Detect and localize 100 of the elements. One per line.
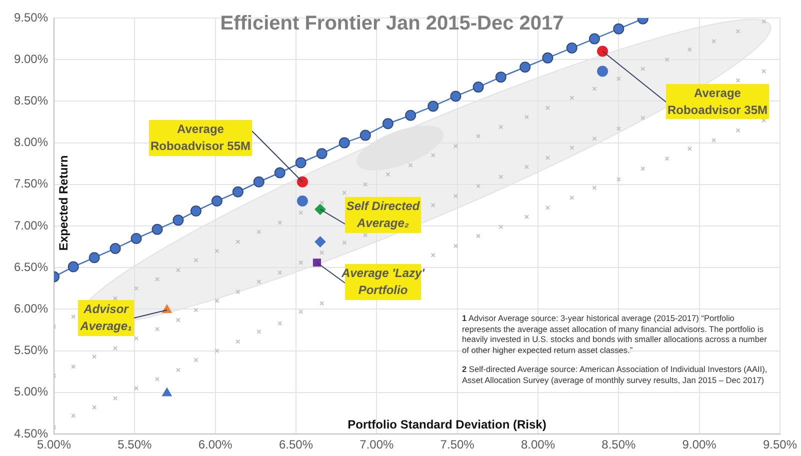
point (232, 186, 244, 198)
point (363, 232, 368, 238)
point (253, 176, 264, 188)
point (616, 177, 621, 182)
point (545, 205, 550, 210)
point (498, 124, 504, 130)
point (687, 146, 692, 151)
point (236, 240, 240, 244)
x-tick-label: 8.50% (602, 438, 636, 452)
annotation: 1 Advisor Average source: 3-year historical average (2015-2017) “Portfolio represents the average asset allocation of many financial advisors. The portfolio is heavily invested in U.S. stocks and bonds with smaller allocations across a number of other higher expected return asset classes.” (462, 313, 768, 355)
point (545, 156, 550, 160)
point (71, 413, 76, 418)
point (712, 138, 716, 143)
point (194, 258, 198, 262)
x-tick-label: 7.00% (360, 438, 394, 452)
point (113, 396, 118, 400)
point (68, 261, 79, 272)
point (314, 236, 326, 248)
y-tick-label: 8.50% (14, 94, 48, 108)
point (92, 405, 97, 410)
point (278, 321, 282, 326)
point (382, 118, 394, 130)
point (296, 196, 308, 207)
point (640, 116, 646, 120)
point (134, 286, 139, 291)
point (274, 167, 286, 178)
point (472, 82, 484, 93)
point (476, 184, 481, 188)
point (762, 19, 766, 24)
point (88, 252, 100, 264)
point (592, 86, 597, 91)
y-tick-label: 7.00% (14, 218, 48, 232)
point (154, 326, 160, 332)
point (172, 214, 184, 226)
annotation: Advisor Average₁ (78, 300, 134, 336)
y-tick-label: 5.00% (14, 384, 48, 399)
x-tick-label: 7.50% (440, 438, 475, 452)
annotation: 2 Self-directed Average source: American Association of Individual Investors (AAII), Asset Allocation Survey (average of monthly survey results, Jan 2015 – Dec 2017) (462, 364, 768, 385)
point (430, 202, 436, 208)
annotation: Average Roboadvisor 55M (149, 120, 252, 156)
point (71, 314, 76, 319)
point (214, 348, 220, 354)
point (597, 66, 608, 77)
point (616, 126, 621, 131)
point (154, 276, 160, 282)
point (363, 182, 368, 187)
point (524, 114, 529, 120)
x-tick-label: 6.50% (278, 438, 314, 452)
y-tick-label: 5.50% (14, 343, 48, 358)
point (664, 156, 670, 161)
point (190, 206, 202, 217)
point (664, 57, 670, 62)
y-tick-label: 6.00% (14, 302, 48, 316)
point (342, 190, 347, 195)
point (342, 240, 347, 245)
point (214, 248, 220, 254)
point (314, 204, 326, 215)
x-tick-label: 8.00% (520, 438, 556, 452)
point (320, 301, 324, 306)
point (152, 224, 163, 235)
point (296, 176, 308, 188)
point (592, 136, 597, 141)
y-axis-title: Expected Return (56, 155, 70, 251)
point (592, 185, 597, 190)
point (545, 106, 550, 110)
point (597, 46, 608, 57)
point (236, 339, 240, 344)
point (616, 76, 621, 82)
point (736, 78, 740, 83)
point (176, 318, 180, 322)
x-tick-label: 6.00% (198, 438, 233, 452)
point (236, 289, 240, 294)
point (134, 386, 139, 391)
point (640, 66, 646, 72)
y-tick-label: 4.50% (14, 426, 48, 440)
y-tick-label: 9.00% (14, 52, 48, 66)
point (113, 346, 118, 351)
point (570, 195, 574, 200)
point (130, 232, 142, 244)
point (520, 62, 531, 73)
point (430, 252, 436, 258)
y-tick-label: 7.50% (14, 176, 48, 191)
point (298, 309, 304, 314)
point (312, 258, 322, 267)
point (386, 172, 390, 177)
y-tick-label: 8.00% (14, 135, 48, 150)
point (194, 308, 198, 312)
point (495, 72, 506, 83)
point (320, 250, 324, 255)
point (176, 268, 180, 272)
y-tick-label: 9.50% (14, 10, 48, 24)
point (162, 388, 172, 396)
point (453, 144, 458, 148)
point (762, 68, 766, 74)
point (640, 166, 646, 171)
point (360, 130, 371, 141)
annotation: Self Directed Average₂ (345, 197, 421, 233)
point (450, 90, 462, 102)
point (588, 33, 600, 44)
x-tick-label: 5.50% (118, 438, 152, 452)
